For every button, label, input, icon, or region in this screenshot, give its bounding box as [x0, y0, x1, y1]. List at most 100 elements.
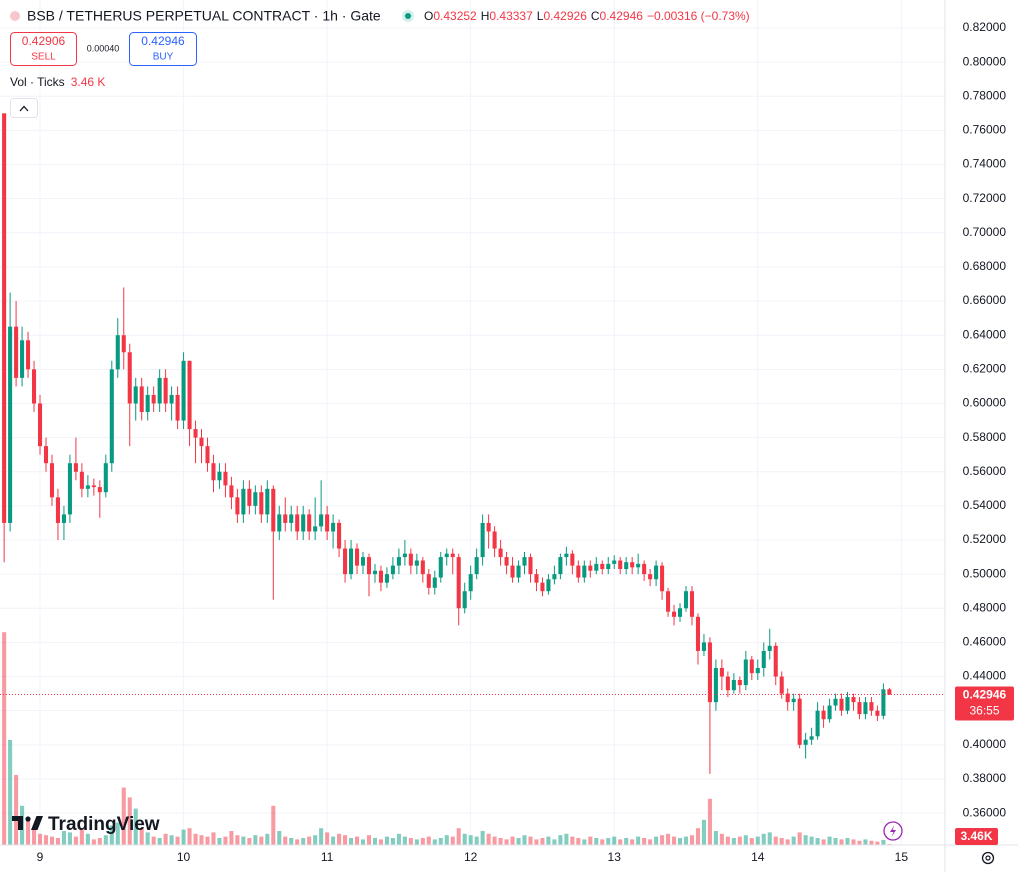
- volume-bar: [67, 832, 72, 845]
- volume-bar: [432, 839, 437, 845]
- volume-bar: [229, 831, 234, 845]
- volume-bar: [683, 836, 689, 845]
- volume-label: 3.46K: [960, 829, 992, 843]
- settings-button[interactable]: [981, 851, 995, 865]
- candle-body: [408, 553, 413, 566]
- sell-button[interactable]: 0.42906 SELL: [10, 32, 77, 66]
- volume-bar: [49, 836, 55, 845]
- candle-body: [516, 565, 521, 578]
- volume-bar: [773, 836, 778, 845]
- candle-body: [259, 492, 264, 515]
- candle-body: [127, 352, 132, 404]
- logo-mark: [25, 816, 31, 822]
- candle-body: [689, 591, 695, 617]
- y-tick-label: 0.54000: [963, 498, 1007, 512]
- candle-body: [612, 560, 617, 564]
- volume-bar: [444, 835, 449, 845]
- candle-body: [61, 514, 66, 523]
- sell-label: SELL: [31, 52, 56, 63]
- candle-body: [749, 659, 754, 674]
- buy-button[interactable]: 0.42946 BUY: [129, 32, 197, 66]
- volume-bar: [354, 836, 360, 845]
- volume-layer: [2, 632, 892, 845]
- volume-bar: [564, 833, 569, 845]
- lightning-button[interactable]: [883, 821, 903, 841]
- y-tick-label: 0.70000: [963, 225, 1007, 239]
- legend-close: 0.42946: [600, 9, 644, 23]
- legend-low: 0.42926: [543, 9, 587, 23]
- volume-bar: [319, 828, 324, 845]
- legend-prefix: L: [537, 9, 544, 23]
- settings-icon: [985, 855, 991, 861]
- candle-body: [636, 563, 641, 568]
- candle-body: [133, 386, 138, 404]
- volume-bar: [701, 819, 706, 845]
- volume-bar: [624, 838, 629, 845]
- volume-bar: [277, 831, 282, 845]
- x-tick-label: 9: [37, 850, 44, 864]
- volume-bar: [594, 838, 599, 845]
- volume-bar: [672, 836, 677, 845]
- volume-bar: [456, 828, 461, 845]
- volume-bar: [384, 836, 389, 845]
- price-label: 0.42946: [963, 688, 1007, 702]
- candle-body: [37, 403, 43, 447]
- volume-bar: [654, 836, 659, 845]
- volume-bar: [707, 798, 712, 845]
- volume-bar: [450, 836, 455, 845]
- candle-body: [360, 557, 366, 566]
- symbol-title[interactable]: BSB / TETHERUS PERPETUAL CONTRACT · 1h ·…: [27, 8, 381, 24]
- candle-body: [2, 113, 7, 523]
- volume-bar: [289, 838, 294, 845]
- ohlc-legend: O0.43252 H0.43337 L0.42926 C0.42946 −0.00316…: [424, 9, 750, 23]
- volume-bar: [821, 839, 826, 845]
- candle-body: [211, 463, 216, 481]
- volume-bar: [103, 835, 108, 845]
- volume-bar: [390, 838, 395, 845]
- candle-body: [666, 591, 671, 612]
- candle-body: [588, 565, 593, 571]
- y-tick-label: 0.44000: [963, 669, 1007, 683]
- grid-layer: [0, 0, 945, 845]
- y-tick-label: 0.78000: [963, 88, 1007, 102]
- legend-prefix: C: [591, 9, 600, 23]
- candle-body: [151, 394, 156, 404]
- volume-bar: [97, 838, 102, 845]
- volume-bar: [558, 835, 563, 845]
- volume-bar: [731, 838, 736, 845]
- candle-body: [743, 659, 748, 686]
- candle-body: [43, 446, 49, 464]
- volume-bar: [540, 838, 545, 845]
- volume-bar: [349, 838, 354, 845]
- volume-bar: [211, 832, 216, 845]
- volume-bar: [600, 839, 605, 845]
- volume-bar: [606, 838, 611, 845]
- candle-body: [396, 557, 401, 566]
- candle-body: [869, 702, 874, 711]
- candle-body: [731, 679, 736, 691]
- collapse-button[interactable]: [10, 98, 38, 118]
- candle-body: [26, 340, 31, 370]
- volume-bar: [169, 835, 174, 845]
- candle-body: [785, 693, 790, 703]
- candle-body: [157, 377, 162, 404]
- logo-mark: [31, 816, 43, 830]
- price-label-box: [955, 686, 1014, 721]
- buy-box: [129, 32, 197, 66]
- y-tick-label: 0.64000: [963, 327, 1007, 341]
- candle-body: [97, 487, 102, 493]
- candle-body: [480, 522, 485, 558]
- candle-body: [426, 574, 431, 588]
- candle-body: [384, 574, 389, 583]
- volume-bar: [157, 838, 162, 845]
- volume-bar: [14, 775, 19, 845]
- volume-bar: [761, 833, 766, 845]
- volume-bar: [109, 825, 114, 845]
- x-tick-label: 13: [608, 850, 622, 864]
- candle-body: [618, 560, 623, 570]
- volume-bar: [534, 839, 539, 845]
- candle-body: [672, 611, 677, 617]
- candle-body: [289, 514, 294, 523]
- candle-body: [594, 563, 599, 571]
- candle-body: [175, 394, 180, 421]
